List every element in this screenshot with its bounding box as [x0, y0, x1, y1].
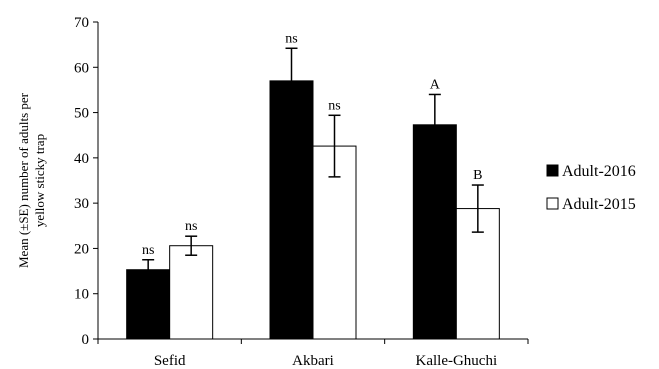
- y-tick-label: 20: [74, 241, 89, 257]
- x-tick-label: Akbari: [292, 353, 334, 369]
- significance-label: B: [473, 168, 482, 183]
- legend-swatch: [546, 164, 559, 177]
- legend-label: Adult-2015: [562, 196, 636, 213]
- y-axis: 0 10 20 30 40 50 60 70: [74, 15, 99, 348]
- y-tick-label: 60: [74, 60, 89, 76]
- y-tick-label: 0: [82, 332, 90, 348]
- significance-label: A: [430, 77, 441, 92]
- significance-label: ns: [142, 243, 154, 258]
- x-axis: Sefid Akbari Kalle-Ghuchi: [97, 338, 529, 369]
- x-tick-label: Sefid: [154, 353, 186, 369]
- bars: ns ns ns ns A B: [126, 31, 500, 340]
- y-tick-label: 10: [74, 287, 89, 303]
- y-tick-label: 40: [74, 151, 89, 167]
- y-axis-label-line: Mean (±SE) number of adults per: [16, 92, 31, 268]
- y-tick-label: 30: [74, 196, 89, 212]
- legend: Adult-2016 Adult-2015: [546, 163, 636, 213]
- y-axis-label-line: yellow sticky trap: [32, 134, 47, 227]
- bar: [269, 80, 314, 340]
- y-tick-label: 70: [74, 15, 89, 31]
- legend-label: Adult-2016: [562, 163, 636, 180]
- bar: [312, 145, 357, 340]
- y-tick-label: 50: [74, 106, 89, 122]
- x-tick-label: Kalle-Ghuchi: [416, 353, 498, 369]
- y-axis-label: Mean (±SE) number of adults per yellow st…: [16, 92, 47, 268]
- significance-label: ns: [328, 98, 340, 113]
- bar: [169, 245, 214, 340]
- significance-label: ns: [285, 31, 297, 46]
- legend-swatch: [546, 197, 559, 210]
- significance-label: ns: [185, 219, 197, 234]
- bar: [412, 124, 457, 340]
